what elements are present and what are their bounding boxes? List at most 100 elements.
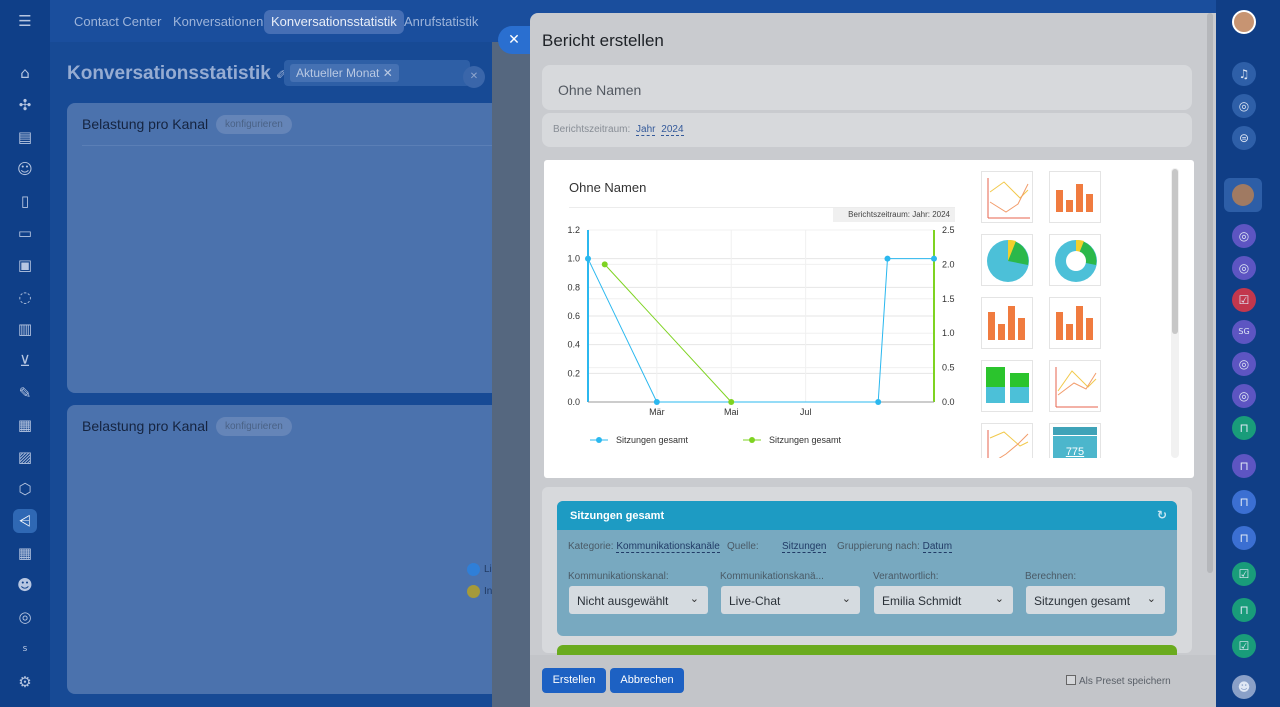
user-avatar[interactable] <box>1232 10 1256 34</box>
filter-icon[interactable]: ⩤ <box>13 509 37 533</box>
channel-icon[interactable]: ◎ <box>1232 352 1256 376</box>
contacts-icon[interactable]: ☺ <box>17 160 33 178</box>
bar-chart-icon[interactable]: ▥ <box>17 320 33 338</box>
filter-tag[interactable]: Aktueller Monat ✕ <box>290 64 399 82</box>
data-point <box>728 399 735 405</box>
store-icon[interactable]: ▦ <box>17 416 33 434</box>
preset-label: Als Preset speichern <box>1079 676 1171 687</box>
thumb-donut-chart[interactable] <box>1049 234 1101 286</box>
background-card: Belastung pro Kanal konfigurieren Li In <box>67 405 502 694</box>
thumb-number-value: 775 <box>1053 436 1097 458</box>
create-button[interactable]: Erstellen <box>542 668 606 693</box>
report-name-input[interactable]: Ohne Namen <box>542 65 1192 110</box>
clear-filter-icon[interactable]: ✕ <box>463 66 485 88</box>
y-left-tick-label: 0.8 <box>567 282 580 292</box>
hamburger-menu-icon[interactable]: ☰ <box>18 12 32 30</box>
chevron-down-icon: ⌄ <box>994 592 1004 605</box>
thumb-line-chart[interactable] <box>981 171 1033 223</box>
channel-icon[interactable]: ◎ <box>1232 384 1256 408</box>
source-value[interactable]: Sitzungen <box>782 541 827 553</box>
panel-scrollbar[interactable] <box>1207 13 1213 573</box>
lock-icon[interactable]: ⊓ <box>1232 454 1256 478</box>
save-preset-checkbox[interactable]: Als Preset speichern <box>1066 675 1171 687</box>
gear-icon[interactable]: ⚙ <box>18 673 32 691</box>
legend-marker <box>749 437 755 443</box>
task-icon[interactable]: ☑ <box>1232 562 1256 586</box>
target-icon[interactable]: ◎ <box>18 608 32 626</box>
legend-dot <box>467 585 480 598</box>
file-icon[interactable]: ▯ <box>20 192 30 210</box>
nav-konversationsstatistik[interactable]: Konversationsstatistik <box>264 10 404 34</box>
calculate-select[interactable]: Sitzungen gesamt ⌄ <box>1026 586 1165 614</box>
card-icon[interactable]: ▭ <box>17 224 33 242</box>
chevron-down-icon: ⌄ <box>841 592 851 605</box>
channel-select[interactable]: Nicht ausgewählt ⌄ <box>569 586 708 614</box>
robot-icon[interactable]: ☻ <box>1232 675 1256 699</box>
left-sidebar: ☰ ⌂ ✣ ▤ ☺ ▯ ▭ ▣ ◌ ▥ ⊻ ✎ ▦ ▨ ⬡ ⩤ ▦ ☻ ◎ s … <box>0 0 50 707</box>
edit-icon[interactable]: ✎ <box>18 384 32 402</box>
period-unit-link[interactable]: Jahr <box>636 124 656 136</box>
spiral-icon[interactable]: ◎ <box>1232 94 1256 118</box>
thumb-number-widget[interactable]: 775 <box>1049 423 1101 458</box>
chat-icon[interactable]: ◌ <box>18 288 32 306</box>
nav-contact-center[interactable]: Contact Center <box>74 14 162 29</box>
period-year-link[interactable]: 2024 <box>661 124 684 136</box>
thumbnails-scroll-thumb[interactable] <box>1172 169 1178 334</box>
thumb-pie-chart[interactable] <box>981 234 1033 286</box>
responsible-select[interactable]: Emilia Schmidt ⌄ <box>874 586 1013 614</box>
bell-icon[interactable]: ♫ <box>1232 62 1256 86</box>
y-left-tick-label: 1.0 <box>567 254 580 264</box>
background-card: Belastung pro Kanal konfigurieren <box>67 103 502 393</box>
divider <box>82 145 502 146</box>
home-icon[interactable]: ⌂ <box>20 64 30 82</box>
legend-dot <box>467 563 480 576</box>
legend-label: Sitzungen gesamt <box>769 435 842 445</box>
lock-icon[interactable]: ⊓ <box>1232 490 1256 514</box>
field-label: Kommunikationskanal: <box>568 571 669 582</box>
document-icon[interactable]: ▤ <box>17 128 33 146</box>
grouping-meta: Gruppierung nach: Datum <box>837 541 953 553</box>
configure-button[interactable]: konfigurieren <box>216 115 292 134</box>
widget-config-area: Sitzungen gesamt ↻ Kategorie: Kommunikat… <box>542 487 1192 655</box>
box-icon[interactable]: ⬡ <box>18 480 32 498</box>
category-link[interactable]: Kommunikationskanäle <box>616 541 720 553</box>
puzzle-icon[interactable]: ✣ <box>18 96 32 114</box>
monitor-icon[interactable]: ▣ <box>17 256 33 274</box>
s-badge-icon[interactable]: s <box>22 644 28 654</box>
thumb-line-chart-2[interactable] <box>1049 360 1101 412</box>
cart-icon[interactable]: ⊻ <box>19 352 31 370</box>
channel-icon[interactable]: SG <box>1232 320 1256 344</box>
lock-icon[interactable]: ⊓ <box>1232 598 1256 622</box>
close-slider-button[interactable]: ✕ <box>498 26 530 54</box>
thumb-column-chart-2[interactable] <box>1049 297 1101 349</box>
thumb-bar-chart[interactable] <box>1049 171 1101 223</box>
grouping-link[interactable]: Datum <box>922 541 953 553</box>
close-tag-icon[interactable]: ✕ <box>382 66 393 80</box>
robot-icon[interactable]: ☻ <box>17 576 33 594</box>
channel-icon[interactable]: ☑ <box>1232 288 1256 312</box>
source-meta: Quelle: <box>727 541 759 552</box>
channel-type-select[interactable]: Live-Chat ⌄ <box>721 586 860 614</box>
id-card-icon[interactable]: ▨ <box>17 448 33 466</box>
lock-icon[interactable]: ⊓ <box>1232 416 1256 440</box>
avatar-selected[interactable] <box>1224 178 1262 212</box>
y-left-tick-label: 0.2 <box>567 368 580 378</box>
thumb-stacked-chart[interactable] <box>981 360 1033 412</box>
calendar-icon[interactable]: ▦ <box>17 544 33 562</box>
configure-button[interactable]: konfigurieren <box>216 417 292 436</box>
channel-icon[interactable]: ◎ <box>1232 224 1256 248</box>
task-icon[interactable]: ☑ <box>1232 634 1256 658</box>
refresh-icon[interactable]: ↻ <box>1156 508 1167 522</box>
thumb-line-chart-3[interactable] <box>981 423 1033 458</box>
search-chat-icon[interactable]: ⊜ <box>1232 126 1256 150</box>
nav-anrufstatistik[interactable]: Anrufstatistik <box>404 14 479 29</box>
channel-icon[interactable]: ◎ <box>1232 256 1256 280</box>
lock-icon[interactable]: ⊓ <box>1232 526 1256 550</box>
card-title: Belastung pro Kanal <box>82 116 209 132</box>
y-left-tick-label: 0.6 <box>567 311 580 321</box>
panel-title: Bericht erstellen <box>542 31 664 50</box>
cancel-button[interactable]: Abbrechen <box>610 668 684 693</box>
nav-konversationen[interactable]: Konversationen <box>173 14 264 29</box>
y-left-tick-label: 0.0 <box>567 397 580 407</box>
thumb-column-chart[interactable] <box>981 297 1033 349</box>
